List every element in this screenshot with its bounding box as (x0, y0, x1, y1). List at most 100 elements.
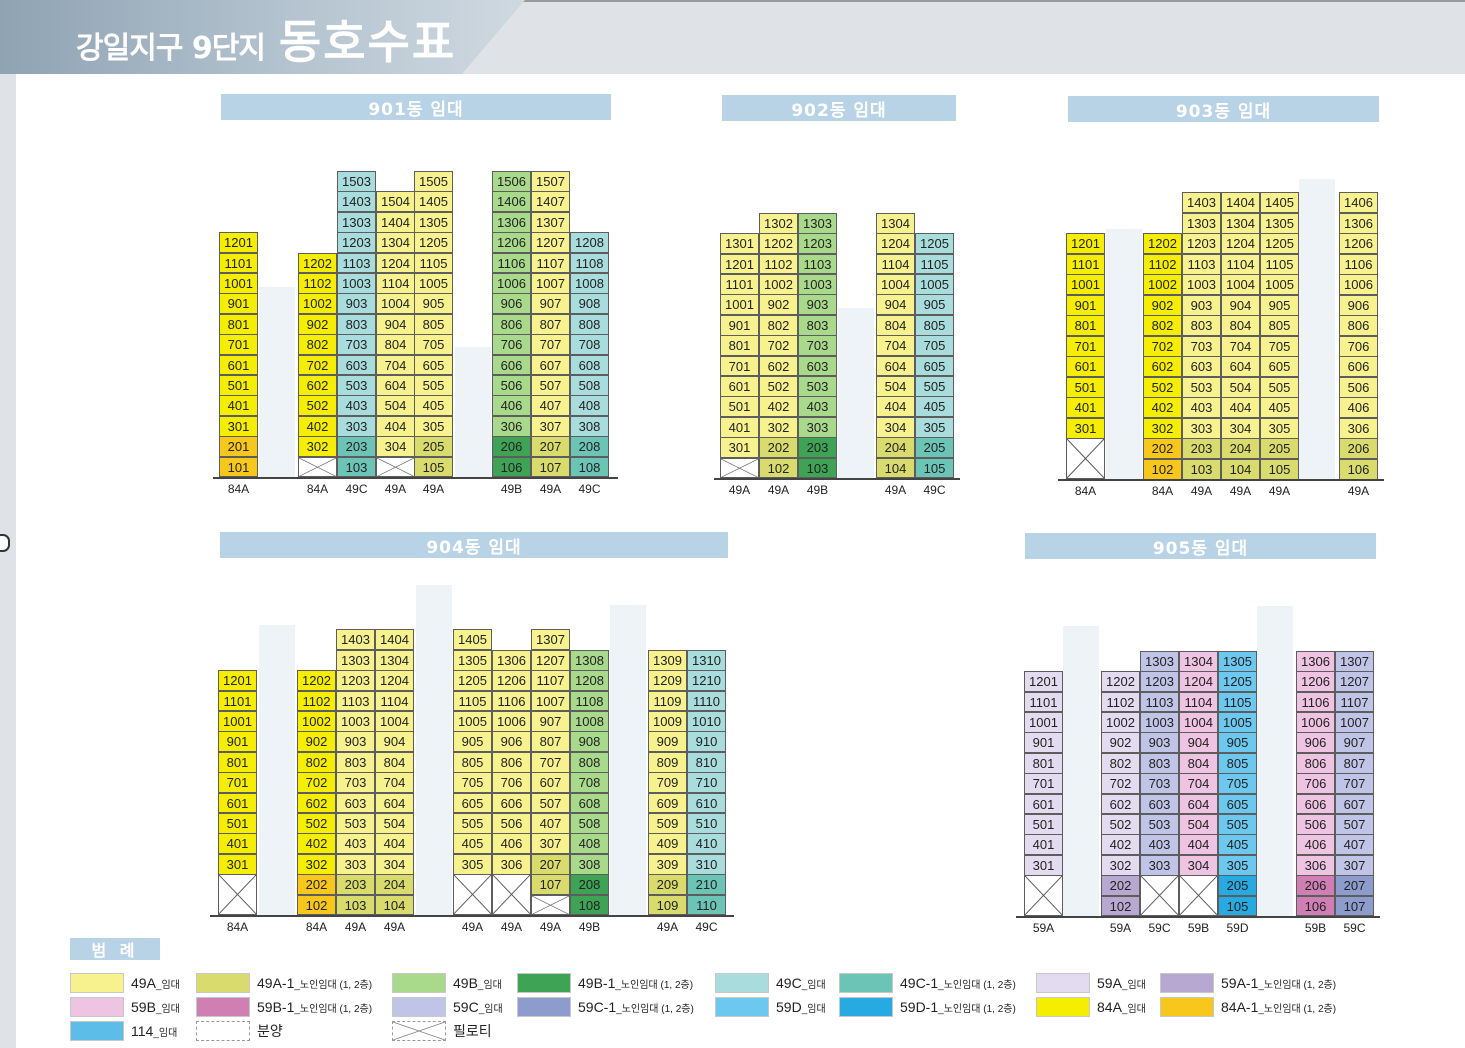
unit-cell: 1203 (1140, 671, 1179, 693)
unit-cell: 903 (1140, 732, 1179, 754)
unit-cell: 1202 (759, 233, 798, 255)
unit-cell: 1102 (298, 273, 337, 294)
unit-cell: 1202 (1143, 233, 1182, 254)
unit-cell: 306 (1296, 854, 1335, 876)
unit-cell: 304 (375, 853, 414, 875)
unit-cell: 1102 (759, 253, 798, 275)
unit-cell: 303 (337, 415, 376, 437)
unit-cell: 1205 (414, 232, 453, 254)
unit-cell: 1107 (1335, 691, 1374, 713)
unit-cell: 705 (915, 335, 954, 357)
unit-cell: 1101 (1066, 253, 1105, 275)
unit-cell: 1002 (759, 274, 798, 295)
unit-cell: 1106 (492, 690, 531, 712)
unit-cell: 1504 (376, 191, 415, 213)
unit-cell: 804 (876, 314, 915, 336)
unit-cell: 1006 (1296, 712, 1335, 733)
unit-cell: 701 (1066, 335, 1105, 357)
unit-cell: 506 (492, 813, 531, 834)
unit-cell: 802 (297, 751, 336, 773)
unit-cell: 104 (1221, 458, 1260, 480)
legend-label: 59B_임대 (131, 999, 180, 1015)
unit-cell: 708 (570, 772, 609, 794)
unit-cell: 704 (1221, 335, 1260, 357)
unit-cell: 604 (1179, 793, 1218, 815)
unit-cell: 1005 (414, 273, 453, 294)
legend-item: 필로티 (392, 1020, 492, 1042)
legend-item: 59C_임대 (392, 996, 503, 1018)
unit-cell: 706 (1339, 335, 1378, 357)
scroll-marker-icon (0, 534, 10, 552)
unit-cell: 205 (915, 437, 954, 459)
legend-item: 49B-1_노인임대 (1, 2층) (517, 972, 693, 994)
unit-cell: 704 (375, 772, 414, 794)
unit-cell: 306 (492, 853, 531, 875)
unit-cell: 1303 (337, 211, 376, 233)
unit-cell: 501 (219, 375, 258, 396)
legend-swatch (196, 997, 250, 1017)
unit-cell: 1105 (1260, 253, 1299, 275)
unit-cell: 1105 (1218, 691, 1257, 713)
unit-cell: 305 (915, 416, 954, 438)
unit-cell: 107 (531, 456, 570, 478)
legend-label: 84A_임대 (1097, 999, 1146, 1015)
unit-cell: 602 (297, 792, 336, 814)
unit-cell: 802 (1101, 752, 1140, 774)
unit-type-label: 59B (1304, 921, 1327, 935)
legend-swatch (70, 1021, 124, 1041)
unit-cell: 507 (531, 792, 570, 814)
legend-item: 59B-1_노인임대 (1, 2층) (196, 996, 372, 1018)
unit-type-label: 49A (656, 920, 679, 934)
unit-cell: 403 (336, 833, 375, 855)
unit-cell: 510 (687, 813, 726, 834)
unit-cell: 1003 (337, 273, 376, 294)
unit-cell: 401 (219, 395, 258, 417)
legend-swatch (839, 973, 893, 993)
unit-cell: 902 (297, 731, 336, 753)
building-903-header: 903동 임대 (1068, 96, 1379, 122)
unit-cell: 1002 (1101, 712, 1140, 733)
piloti-cell (1024, 875, 1063, 916)
unit-cell: 1202 (1101, 671, 1140, 693)
unit-cell: 707 (531, 751, 570, 773)
unit-cell: 1004 (376, 293, 415, 315)
unit-cell: 1103 (337, 252, 376, 274)
unit-cell: 308 (570, 415, 609, 437)
legend-label: 필로티 (453, 1023, 492, 1039)
legend-swatch (392, 1021, 446, 1041)
unit-cell: 302 (297, 853, 336, 875)
unit-cell: 410 (687, 833, 726, 855)
unit-cell: 1006 (492, 273, 531, 294)
unit-cell: 401 (1066, 397, 1105, 418)
unit-cell: 1205 (1218, 671, 1257, 693)
unit-cell: 1108 (570, 690, 609, 712)
unit-cell: 307 (531, 415, 570, 437)
piloti-cell (1066, 438, 1105, 479)
unit-cell: 108 (570, 894, 609, 916)
legend-label: 49A-1_노인임대 (1, 2층) (257, 975, 373, 991)
unit-cell: 505 (414, 375, 453, 396)
unit-type-label: 49A (1268, 484, 1291, 498)
unit-cell: 1308 (570, 649, 609, 671)
unit-cell: 105 (1218, 895, 1257, 917)
unit-cell: 1003 (1182, 274, 1221, 295)
unit-cell: 802 (759, 314, 798, 336)
unit-cell: 601 (218, 792, 257, 814)
unit-cell: 406 (1296, 834, 1335, 856)
unit-cell: 404 (376, 415, 415, 437)
unit-cell: 910 (687, 731, 726, 753)
piloti-cell (492, 874, 531, 915)
unit-cell: 501 (1024, 814, 1063, 835)
unit-cell: 1110 (687, 690, 726, 712)
unit-cell: 1105 (915, 253, 954, 275)
unit-cell: 601 (720, 376, 759, 397)
unit-cell: 1002 (298, 293, 337, 315)
legend-swatch (1160, 973, 1214, 993)
piloti-cell (453, 874, 492, 915)
unit-cell: 504 (1221, 376, 1260, 398)
unit-cell: 703 (798, 335, 837, 357)
unit-cell: 605 (915, 355, 954, 377)
building-904-header: 904동 임대 (220, 532, 728, 558)
unit-cell: 1104 (876, 253, 915, 275)
unit-cell: 803 (336, 751, 375, 773)
